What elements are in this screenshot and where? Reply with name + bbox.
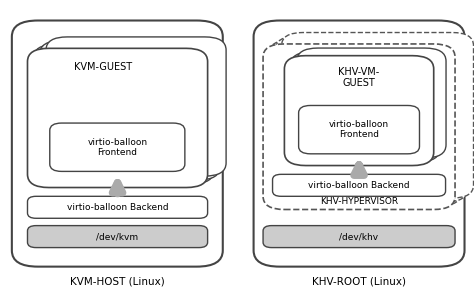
FancyBboxPatch shape [50,123,185,171]
FancyBboxPatch shape [291,52,440,162]
FancyBboxPatch shape [273,174,446,196]
FancyBboxPatch shape [254,21,465,267]
Text: virtio-balloon
Frontend: virtio-balloon Frontend [87,137,147,157]
Text: virtio-balloon
Frontend: virtio-balloon Frontend [329,120,389,139]
FancyBboxPatch shape [269,40,461,206]
Text: /dev/khv: /dev/khv [339,232,379,241]
Text: KHV-ROOT (Linux): KHV-ROOT (Linux) [312,276,406,286]
Text: KHV-HYPERVISOR: KHV-HYPERVISOR [320,197,398,206]
Text: KVM-GUEST: KVM-GUEST [74,62,132,72]
FancyBboxPatch shape [27,196,208,218]
FancyBboxPatch shape [27,226,208,248]
FancyBboxPatch shape [40,41,220,180]
FancyBboxPatch shape [275,36,467,202]
FancyBboxPatch shape [12,21,223,267]
FancyBboxPatch shape [297,48,446,158]
Text: KVM-HOST (Linux): KVM-HOST (Linux) [70,276,164,286]
FancyBboxPatch shape [299,105,419,154]
Text: /dev/kvm: /dev/kvm [97,232,138,241]
FancyBboxPatch shape [46,37,226,176]
FancyBboxPatch shape [34,45,214,184]
FancyBboxPatch shape [263,44,455,209]
Text: KHV-VM-
GUEST: KHV-VM- GUEST [338,67,380,88]
Text: virtio-balloon Backend: virtio-balloon Backend [308,181,410,190]
FancyBboxPatch shape [284,56,434,166]
FancyBboxPatch shape [263,226,455,248]
FancyBboxPatch shape [27,48,208,188]
FancyBboxPatch shape [282,33,474,198]
Text: virtio-balloon Backend: virtio-balloon Backend [67,203,168,212]
